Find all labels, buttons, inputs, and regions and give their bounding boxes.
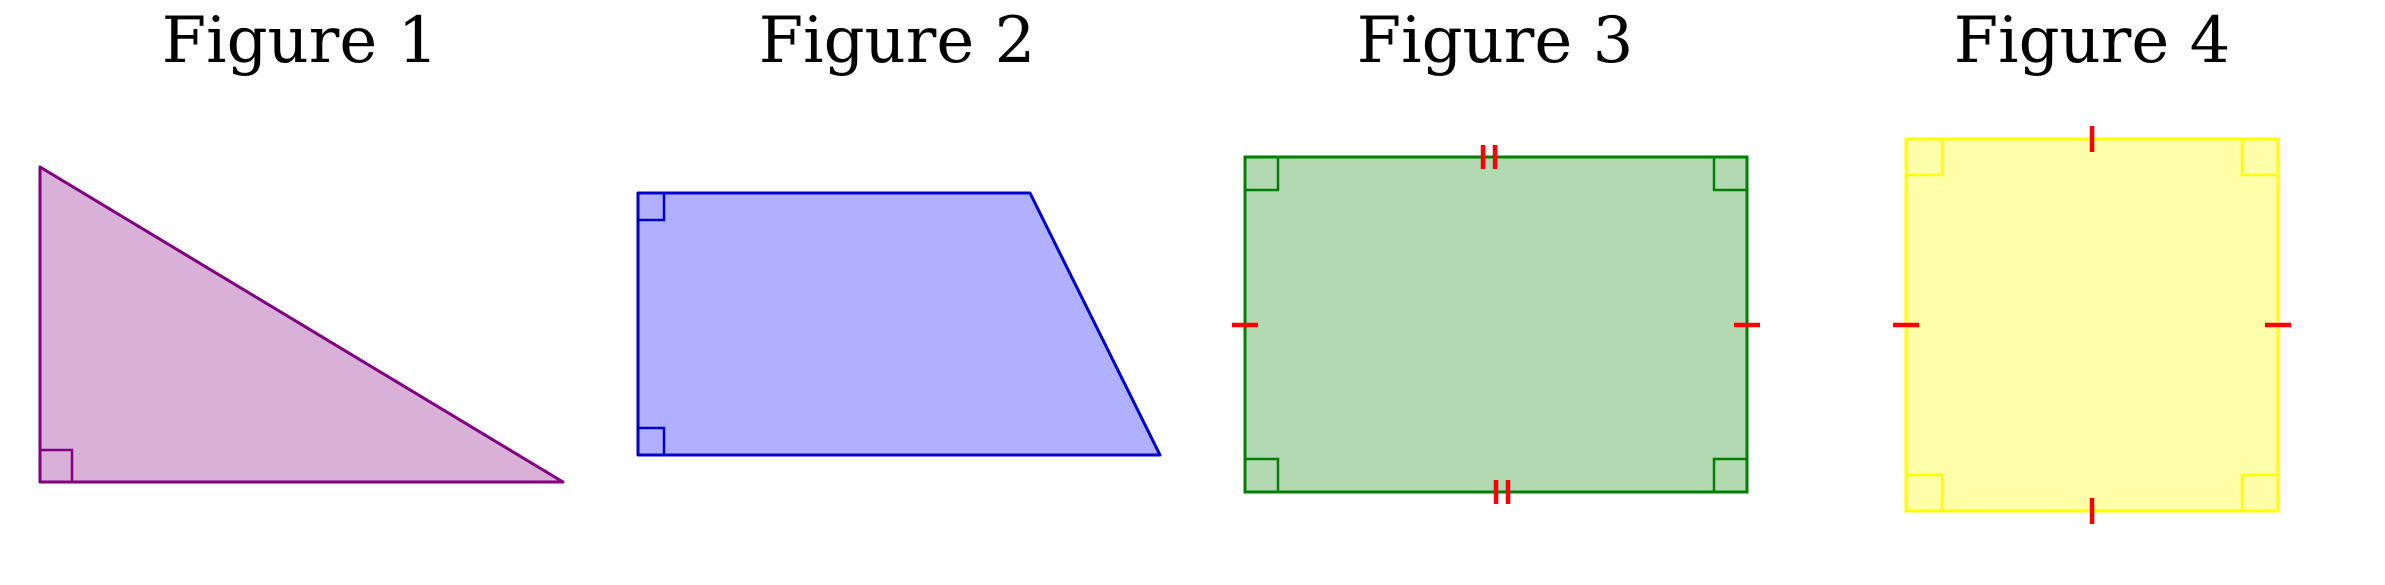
figure-2-right-trapezoid <box>636 191 1162 457</box>
figure-3-right-angle-mark-bl <box>1245 457 1280 492</box>
figure-1-title: Figure 1 <box>162 4 439 78</box>
figure-2-right-angle-mark-top <box>638 193 666 222</box>
figure-1-right-triangle <box>38 165 565 484</box>
figure-4-right-angle-mark-br <box>2240 473 2278 511</box>
figure-3-double-tick-bottom <box>1493 480 1511 504</box>
figure-3-right-angle-mark-tr <box>1712 157 1747 192</box>
figure-2: Figure 2 <box>636 4 1162 457</box>
figure-4-right-angle-mark-bl <box>1906 473 1944 511</box>
figure-4: Figure 4 <box>1893 4 2291 524</box>
figure-3-right-angle-mark-br <box>1712 457 1747 492</box>
figure-4-title: Figure 4 <box>1954 4 2231 78</box>
figure-4-right-angle-mark-tl <box>1906 139 1944 177</box>
figure-3-title: Figure 3 <box>1357 4 1634 78</box>
figure-1-right-angle-mark <box>40 448 74 482</box>
figure-3-double-tick-top <box>1480 145 1498 169</box>
figure-4-square <box>1904 137 2280 513</box>
figure-4-right-angle-mark-tr <box>2240 139 2278 177</box>
figure-3-right-angle-mark-tl <box>1245 157 1280 192</box>
figure-1: Figure 1 <box>38 4 565 484</box>
figure-3: Figure 3 <box>1232 4 1760 504</box>
figure-2-title: Figure 2 <box>759 4 1036 78</box>
figure-2-right-angle-mark-bottom <box>638 426 666 455</box>
figure-3-rectangle <box>1243 155 1749 494</box>
